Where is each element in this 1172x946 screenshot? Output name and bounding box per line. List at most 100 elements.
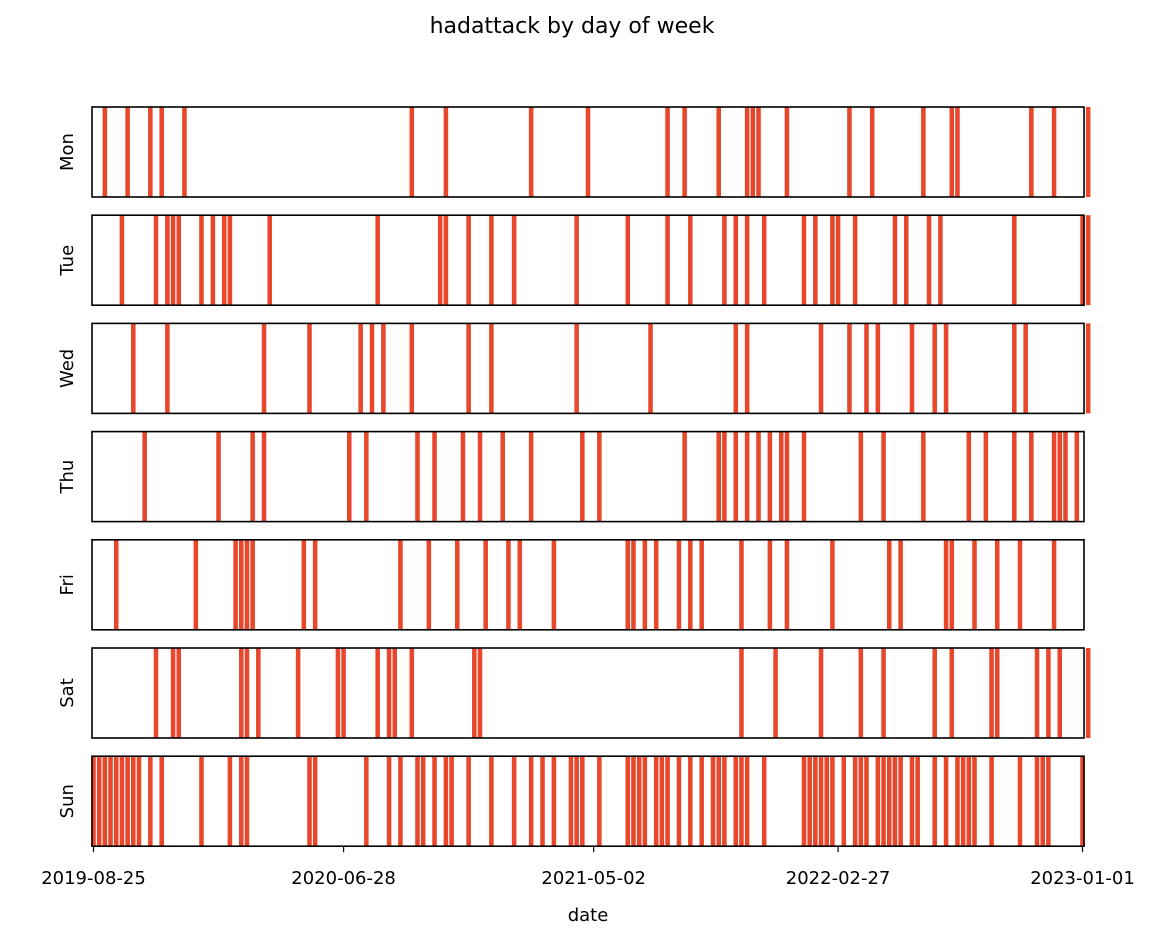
bar — [108, 756, 113, 847]
y-axis-label: Thu — [57, 460, 78, 495]
bar — [256, 648, 261, 738]
bar — [983, 431, 989, 522]
bar — [852, 756, 858, 847]
bar — [409, 107, 415, 197]
bar — [585, 107, 591, 197]
bar — [341, 648, 346, 738]
bar — [250, 539, 255, 630]
bar — [1023, 323, 1028, 414]
panel-frame — [91, 106, 1085, 198]
bar — [756, 107, 761, 197]
bar — [153, 648, 159, 738]
bar — [528, 107, 534, 197]
bar — [193, 539, 199, 630]
bar — [1057, 431, 1063, 522]
bar — [398, 756, 403, 847]
bar — [722, 215, 727, 306]
bar — [949, 648, 955, 738]
bar — [881, 431, 886, 522]
bar — [489, 215, 494, 306]
bar — [688, 539, 693, 630]
bar — [824, 756, 829, 847]
bar — [415, 756, 420, 847]
bar — [778, 431, 784, 522]
bar — [699, 539, 704, 630]
panel-frame — [91, 647, 1085, 739]
y-axis-label: Fri — [57, 574, 78, 595]
bar — [574, 215, 579, 306]
bar — [307, 323, 312, 414]
x-tick-label: 2023-01-01 — [1030, 868, 1135, 889]
panel-frame — [91, 430, 1085, 523]
bar — [886, 756, 892, 847]
bar — [659, 756, 665, 847]
bar — [1040, 756, 1045, 847]
bar — [631, 539, 636, 630]
bar — [955, 107, 960, 197]
bar — [148, 107, 153, 197]
bar — [358, 323, 363, 414]
bar — [176, 215, 182, 306]
bar — [739, 539, 744, 630]
bar — [699, 756, 704, 847]
bar — [216, 431, 221, 522]
bar — [642, 539, 648, 630]
bar — [574, 323, 579, 414]
bar — [932, 648, 937, 738]
bar — [676, 539, 682, 630]
bar — [119, 215, 125, 306]
y-axis-label: Sat — [57, 678, 78, 708]
bar — [1085, 107, 1091, 197]
bar — [653, 539, 659, 630]
bar — [744, 431, 750, 522]
bar — [716, 756, 722, 847]
bar — [813, 756, 818, 847]
bar — [580, 756, 585, 847]
bar — [170, 648, 176, 738]
bar — [1057, 648, 1063, 738]
bar — [625, 215, 631, 306]
y-axis-label: Tue — [57, 245, 78, 277]
bar — [244, 756, 250, 847]
bar — [443, 215, 449, 306]
bar — [335, 648, 341, 738]
bar — [517, 539, 523, 630]
bar — [551, 539, 557, 630]
bar — [426, 539, 432, 630]
bar — [807, 756, 812, 847]
bar — [972, 539, 977, 630]
bar — [1017, 756, 1023, 847]
bar — [131, 756, 136, 847]
bar — [460, 431, 466, 522]
bar — [347, 431, 352, 522]
bar — [864, 756, 869, 847]
bar — [733, 215, 739, 306]
bar — [921, 107, 926, 197]
bar — [1012, 323, 1017, 414]
bar — [1046, 756, 1051, 847]
bar — [91, 756, 96, 847]
bar — [227, 756, 233, 847]
bar — [176, 648, 182, 738]
bar — [892, 756, 898, 847]
bar — [102, 107, 108, 197]
bar — [994, 648, 1000, 738]
bar — [432, 431, 437, 522]
bar — [858, 648, 864, 738]
bar — [1080, 756, 1085, 847]
bar — [261, 323, 267, 414]
bar — [909, 323, 915, 414]
bar — [1046, 648, 1051, 738]
bar — [489, 323, 494, 414]
bar — [960, 756, 966, 847]
bar — [625, 539, 631, 630]
bar — [312, 756, 318, 847]
bar — [221, 215, 227, 306]
bar — [892, 215, 898, 306]
bar — [943, 323, 949, 414]
panel-frame — [91, 755, 1085, 848]
bar — [267, 215, 272, 306]
bar — [1085, 323, 1091, 414]
bar — [682, 431, 687, 522]
bar — [932, 756, 937, 847]
